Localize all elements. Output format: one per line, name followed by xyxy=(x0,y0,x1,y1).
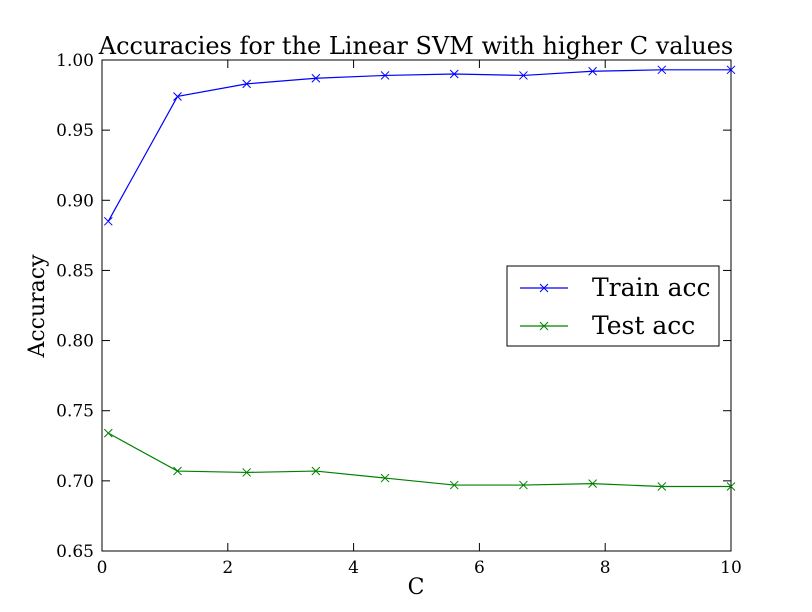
legend-entry-train-acc: Train acc xyxy=(520,273,710,302)
x-tick-label: 10 xyxy=(720,558,742,578)
test-acc-point xyxy=(726,482,736,491)
y-tick-label: 0.70 xyxy=(56,472,94,492)
plot-area: 0 2 4 6 8 10 0.65 0.70 0.75 0.80 0.85 0.90 0.95 1.00 xyxy=(56,51,742,578)
legend-label: Test acc xyxy=(592,311,695,340)
train-acc-point xyxy=(726,65,736,75)
test-acc-line xyxy=(108,432,731,488)
x-tick-label: 8 xyxy=(600,558,611,578)
x-axis-label: C xyxy=(408,575,425,600)
train-acc-point xyxy=(242,79,252,89)
y-tick-label: 0.65 xyxy=(56,542,94,562)
y-tick-label: 1.00 xyxy=(56,51,94,71)
test-acc-point xyxy=(449,480,459,490)
legend-label: Train acc xyxy=(592,273,710,302)
legend-entry-test-acc: Test acc xyxy=(520,311,695,340)
y-axis-label: Accuracy xyxy=(25,254,50,359)
test-acc-point xyxy=(242,468,252,477)
legend-marker xyxy=(539,283,549,293)
train-acc-point xyxy=(103,216,113,226)
train-acc-point xyxy=(519,71,528,80)
x-axis-ticks: 0 2 4 6 8 10 xyxy=(97,60,742,578)
x-tick-label: 6 xyxy=(474,558,485,578)
chart-title: Accuracies for the Linear SVM with highe… xyxy=(98,32,733,60)
x-tick-label: 0 xyxy=(97,558,108,578)
test-acc-point xyxy=(588,479,597,489)
test-acc-point xyxy=(380,473,390,483)
train-acc-point xyxy=(657,65,667,75)
test-acc-point xyxy=(311,466,321,476)
test-acc-point xyxy=(173,466,182,476)
train-acc-point xyxy=(311,73,321,83)
test-acc-point xyxy=(519,480,528,490)
legend-box xyxy=(506,265,720,347)
train-acc-line xyxy=(107,69,731,222)
test-acc-point xyxy=(657,482,667,491)
y-tick-label: 0.75 xyxy=(56,402,94,422)
y-tick-label: 0.90 xyxy=(56,191,94,211)
y-tick-label: 0.80 xyxy=(56,332,94,352)
y-axis-ticks: 0.65 0.70 0.75 0.80 0.85 0.90 0.95 1.00 xyxy=(56,51,731,562)
train-acc-point xyxy=(449,69,459,79)
test-acc-point xyxy=(103,428,113,438)
axes-frame xyxy=(101,59,732,552)
legend: Train acc Test acc xyxy=(506,265,720,347)
y-tick-label: 0.85 xyxy=(56,261,94,281)
train-acc-point xyxy=(588,66,597,76)
x-tick-label: 4 xyxy=(348,558,359,578)
y-tick-label: 0.95 xyxy=(56,121,94,141)
series-layer xyxy=(103,65,736,491)
legend-marker xyxy=(539,321,549,331)
train-acc-point xyxy=(173,92,182,101)
x-tick-label: 2 xyxy=(222,558,233,578)
train-acc-point xyxy=(380,71,390,80)
